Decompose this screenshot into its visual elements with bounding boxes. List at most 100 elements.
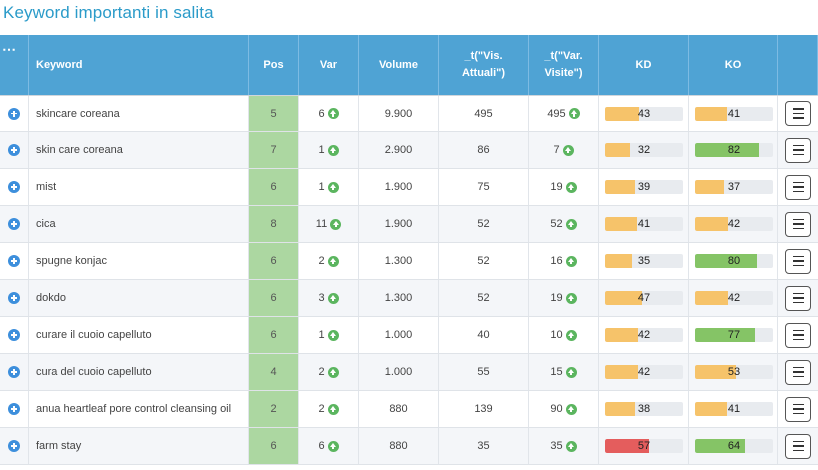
var-visite-cell: 90: [529, 391, 599, 427]
arrow-up-circle-icon: [565, 255, 577, 267]
header-volume[interactable]: Volume: [359, 35, 439, 95]
var-cell: 2: [299, 243, 359, 279]
arrow-up-circle-icon: [327, 144, 339, 156]
volume-cell: 1.300: [359, 243, 439, 279]
var-cell: 2: [299, 391, 359, 427]
hamburger-menu-icon[interactable]: [785, 285, 811, 311]
ko-fill: [695, 180, 724, 194]
kd-bar: 47: [605, 291, 683, 305]
keyword-cell: dokdo: [29, 280, 249, 316]
header-vis-attuali[interactable]: _t("Vis. Attuali"): [439, 35, 529, 95]
hamburger-menu-icon[interactable]: [785, 433, 811, 459]
ko-fill: [695, 365, 737, 379]
volume-cell: 9.900: [359, 96, 439, 131]
pos-cell: 7: [249, 132, 299, 168]
kd-bar: 38: [605, 402, 683, 416]
row-cell-toggle: [0, 428, 29, 464]
actions-cell: [778, 243, 818, 279]
plus-circle-icon[interactable]: [8, 181, 20, 193]
pos-cell: 6: [249, 169, 299, 205]
var-visite-cell: 52: [529, 206, 599, 242]
var-visite-value: 10: [550, 329, 563, 341]
ko-cell: 42: [689, 280, 778, 316]
arrow-up-circle-icon: [565, 366, 577, 378]
kd-cell: 47: [599, 280, 689, 316]
var-visite-value: 7: [553, 144, 560, 156]
actions-cell: [778, 132, 818, 168]
var-visite-value: 495: [547, 107, 566, 120]
vis-attuali-cell: 52: [439, 243, 529, 279]
plus-circle-icon[interactable]: [8, 144, 20, 156]
plus-circle-icon[interactable]: [8, 329, 20, 341]
hamburger-menu-icon[interactable]: [785, 396, 811, 422]
kd-bar: 42: [605, 328, 683, 342]
plus-circle-icon[interactable]: [8, 366, 20, 378]
var-visite-value: 16: [550, 255, 563, 267]
ko-cell: 41: [689, 391, 778, 427]
hamburger-menu-icon[interactable]: [785, 174, 811, 200]
actions-cell: [778, 428, 818, 464]
kd-bar: 43: [605, 106, 683, 121]
hamburger-menu-icon[interactable]: [785, 359, 811, 385]
var-visite-cell: 16: [529, 243, 599, 279]
ko-bar: 42: [695, 217, 773, 231]
volume-cell: 1.300: [359, 280, 439, 316]
var-cell: 1: [299, 317, 359, 353]
var-visite-cell: 495: [529, 96, 599, 131]
var-value: 1: [318, 144, 325, 156]
vis-attuali-cell: 139: [439, 391, 529, 427]
arrow-up-circle-icon: [565, 181, 577, 193]
plus-circle-icon[interactable]: [8, 440, 20, 452]
hamburger-menu-icon[interactable]: [785, 248, 811, 274]
table-row: cura del cuoio capelluto 4 2 1.000 55 15 42 53: [0, 354, 818, 391]
header-kd[interactable]: KD: [599, 35, 689, 95]
plus-circle-icon[interactable]: [8, 292, 20, 304]
pos-cell: 5: [249, 96, 299, 131]
kd-value: 35: [637, 255, 651, 267]
vis-attuali-cell: 55: [439, 354, 529, 390]
arrow-up-circle-icon: [327, 108, 339, 119]
plus-circle-icon[interactable]: [8, 107, 20, 120]
arrow-up-circle-icon: [565, 329, 577, 341]
ko-fill: [695, 328, 756, 342]
var-cell: 6: [299, 96, 359, 131]
kd-cell: 38: [599, 391, 689, 427]
row-cell-toggle: [0, 317, 29, 353]
pos-cell: 6: [249, 243, 299, 279]
header-keyword[interactable]: Keyword: [29, 35, 249, 95]
plus-circle-icon[interactable]: [8, 218, 20, 230]
var-visite-cell: 10: [529, 317, 599, 353]
keyword-cell: curare il cuoio capelluto: [29, 317, 249, 353]
pos-cell: 6: [249, 428, 299, 464]
header-var[interactable]: Var: [299, 35, 359, 95]
arrow-up-circle-icon: [330, 218, 342, 230]
keyword-cell: mist: [29, 169, 249, 205]
keyword-cell: anua heartleaf pore control cleansing oi…: [29, 391, 249, 427]
var-visite-cell: 15: [529, 354, 599, 390]
var-cell: 2: [299, 354, 359, 390]
header-var-visite[interactable]: _t("Var. Visite"): [529, 35, 599, 95]
row-cell-toggle: [0, 243, 29, 279]
volume-cell: 1.900: [359, 206, 439, 242]
hamburger-menu-icon[interactable]: [785, 211, 811, 237]
column-options-icon[interactable]: ⋯: [0, 35, 29, 95]
hamburger-menu-icon[interactable]: [785, 322, 811, 348]
table-row: curare il cuoio capelluto 6 1 1.000 40 10 42 77: [0, 317, 818, 354]
hamburger-menu-icon[interactable]: [785, 101, 811, 126]
volume-cell: 1.000: [359, 317, 439, 353]
vis-attuali-cell: 52: [439, 206, 529, 242]
keyword-cell: spugne konjac: [29, 243, 249, 279]
kd-bar: 39: [605, 180, 683, 194]
plus-circle-icon[interactable]: [8, 255, 20, 267]
row-cell-toggle: [0, 280, 29, 316]
header-ko[interactable]: KO: [689, 35, 778, 95]
ko-fill: [695, 254, 758, 268]
table-row: anua heartleaf pore control cleansing oi…: [0, 391, 818, 428]
plus-circle-icon[interactable]: [8, 403, 20, 415]
hamburger-menu-icon[interactable]: [785, 137, 811, 163]
var-visite-cell: 7: [529, 132, 599, 168]
actions-cell: [778, 96, 818, 131]
var-cell: 6: [299, 428, 359, 464]
table-row: cica 8 11 1.900 52 52 41 42: [0, 206, 818, 243]
header-pos[interactable]: Pos: [249, 35, 299, 95]
